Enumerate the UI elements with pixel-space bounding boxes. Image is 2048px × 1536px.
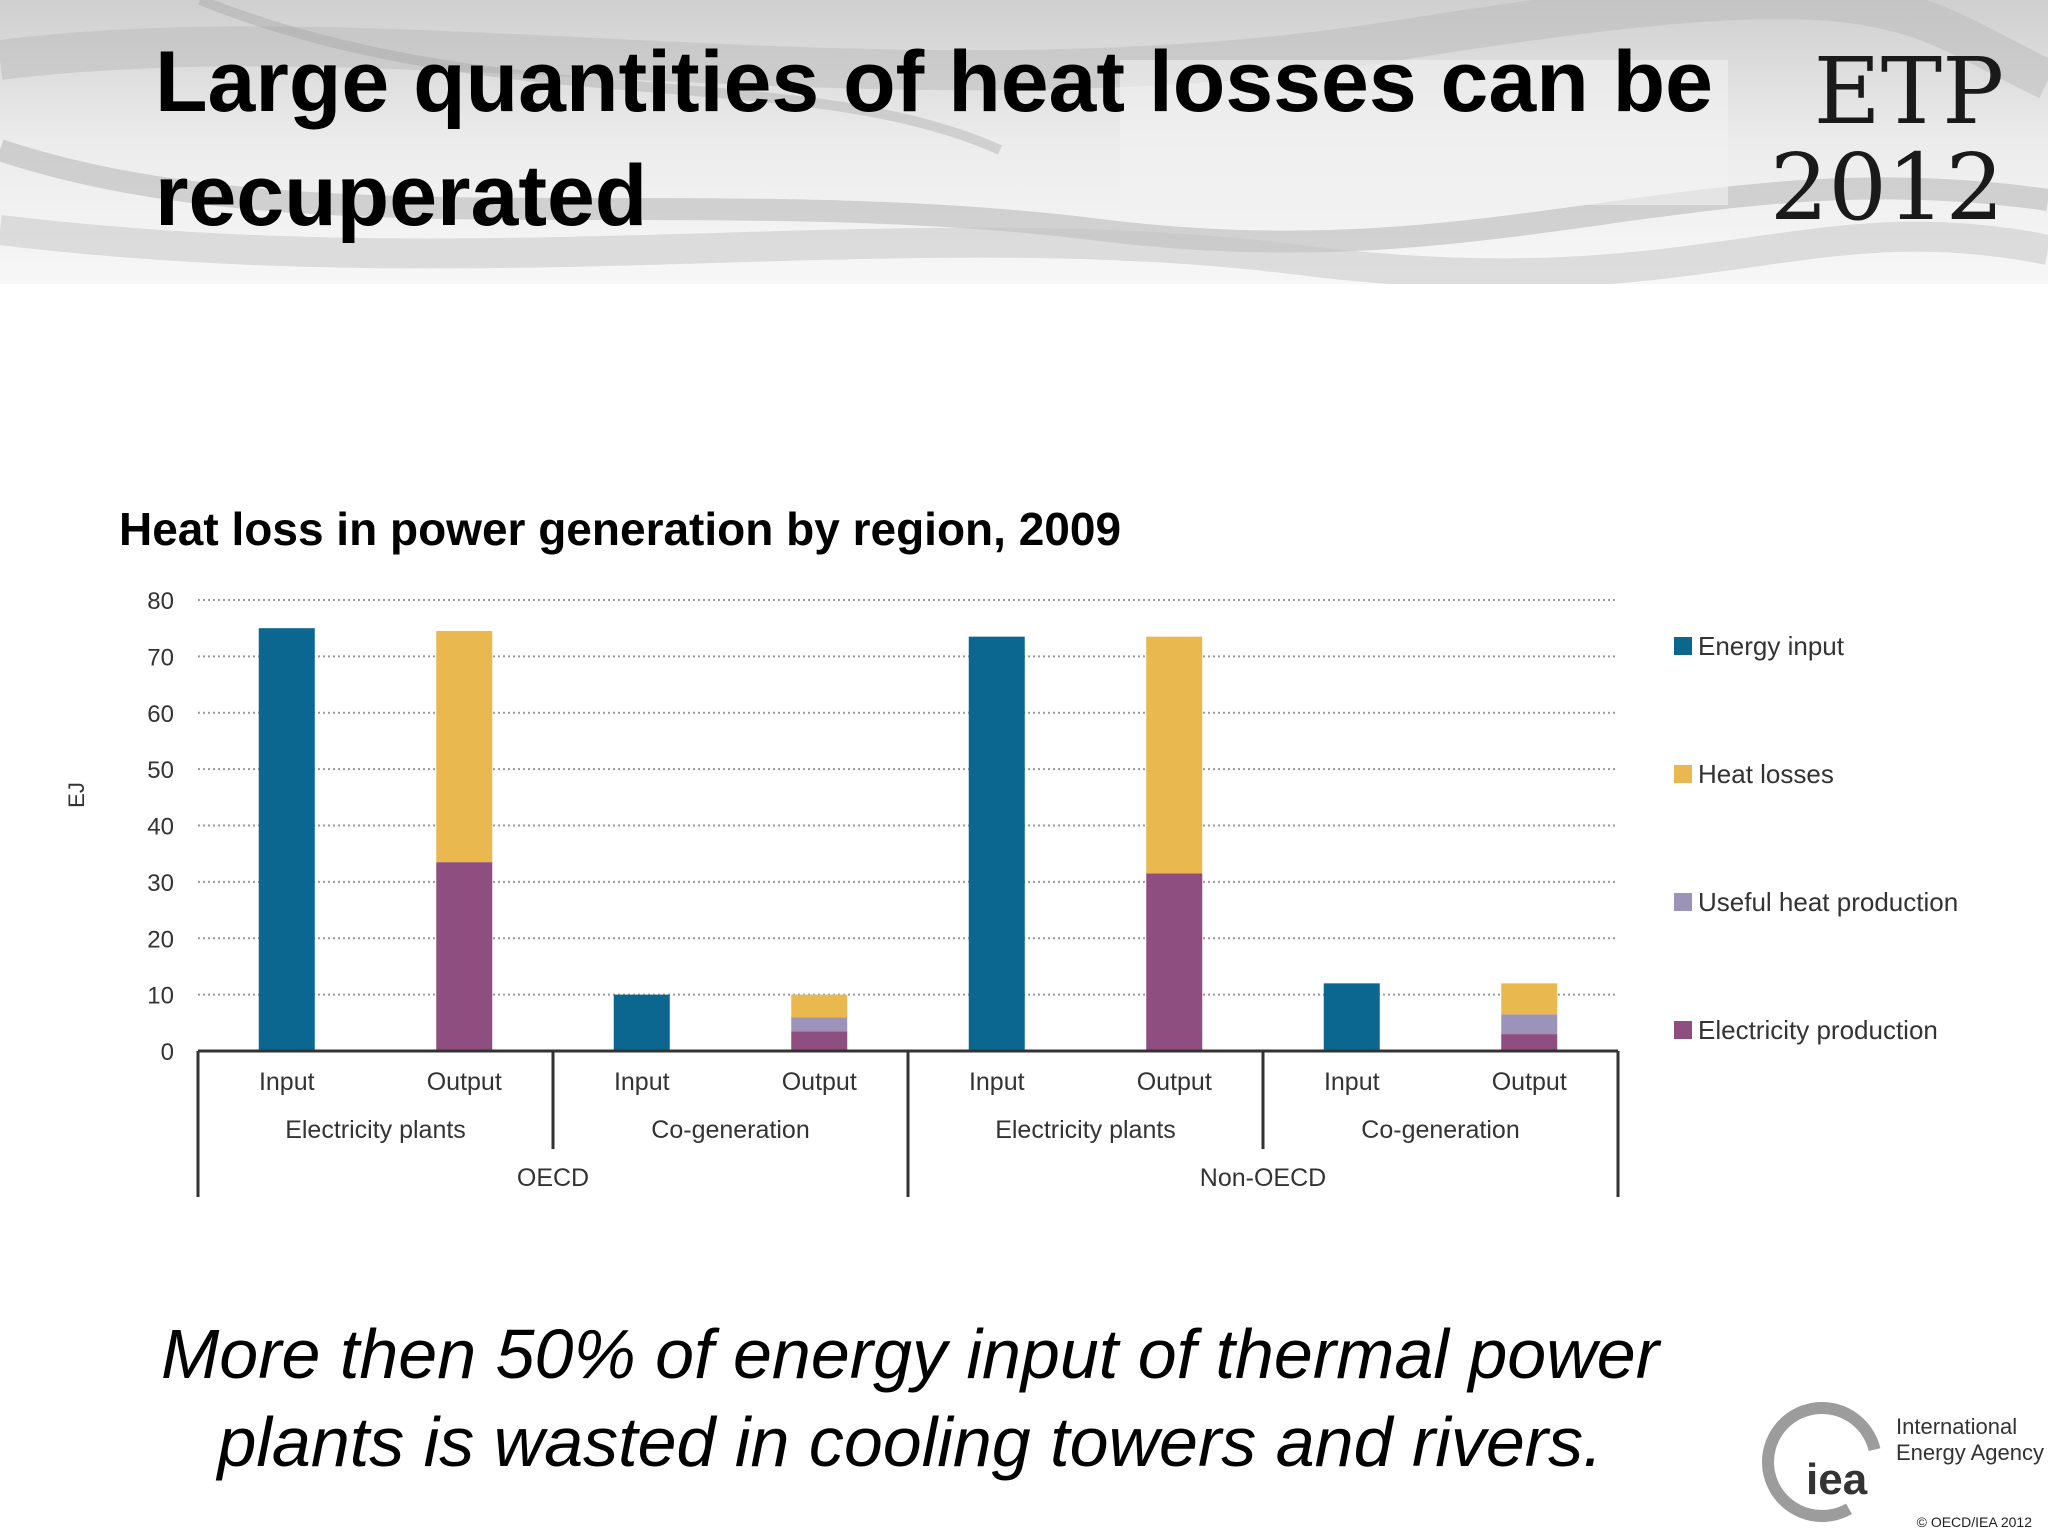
etp-2012-badge: ETP 2012 bbox=[1744, 44, 2004, 236]
bar-segment bbox=[258, 628, 315, 1051]
caption-line: plants is wasted in cooling towers and r… bbox=[217, 1403, 1603, 1481]
bar-segment bbox=[1501, 983, 1558, 1015]
y-tick-label: 0 bbox=[161, 1039, 174, 1066]
y-tick-label: 80 bbox=[147, 588, 174, 615]
group-label: Electricity plants bbox=[285, 1116, 466, 1144]
bar-segment bbox=[1501, 1034, 1558, 1051]
group-label: Co-generation bbox=[651, 1116, 809, 1144]
y-tick-label: 70 bbox=[147, 644, 174, 671]
header-banner bbox=[0, 0, 2048, 284]
bar-segment bbox=[791, 1031, 848, 1051]
y-tick-label: 20 bbox=[147, 926, 174, 953]
bar-segment bbox=[791, 994, 848, 1018]
logo-ring-icon bbox=[1761, 1402, 1882, 1522]
slide-caption: More then 50% of energy input of thermal… bbox=[130, 1310, 1690, 1486]
x-tick-label: Output bbox=[427, 1068, 502, 1096]
legend-label: Useful heat production bbox=[1698, 887, 1958, 917]
y-tick-label: 50 bbox=[147, 757, 174, 784]
bar-segment bbox=[1501, 1014, 1558, 1035]
group-label: Electricity plants bbox=[995, 1116, 1176, 1144]
region-label: OECD bbox=[517, 1164, 589, 1192]
x-tick-label: Output bbox=[1137, 1068, 1212, 1096]
x-tick-label: Input bbox=[259, 1068, 315, 1096]
region-label: Non-OECD bbox=[1200, 1164, 1326, 1192]
logo-name-line: Energy Agency bbox=[1896, 1440, 2044, 1465]
copyright: © OECD/IEA 2012 bbox=[1916, 1514, 2032, 1530]
bar-segment bbox=[436, 631, 493, 863]
bar-segment bbox=[968, 636, 1025, 1051]
x-tick-label: Input bbox=[614, 1068, 670, 1096]
bar-segment bbox=[436, 862, 493, 1051]
x-tick-label: Output bbox=[782, 1068, 857, 1096]
logo-mark: iea bbox=[1806, 1455, 1868, 1504]
x-tick-label: Input bbox=[969, 1068, 1025, 1096]
iea-logo: iea International Energy Agency bbox=[1761, 1402, 2044, 1522]
bar-segment bbox=[1146, 636, 1203, 874]
bar-segment bbox=[1323, 983, 1380, 1051]
caption-line: More then 50% of energy input of thermal… bbox=[160, 1315, 1660, 1393]
legend-swatch bbox=[1674, 637, 1692, 655]
legend-swatch bbox=[1674, 1021, 1692, 1039]
y-tick-label: 10 bbox=[147, 983, 174, 1010]
slide-title: Large quantities of heat losses can be r… bbox=[155, 34, 1713, 244]
chart-title: Heat loss in power generation by region,… bbox=[119, 503, 1122, 555]
badge-line-etp: ETP bbox=[1813, 38, 2004, 145]
legend-label: Energy input bbox=[1698, 631, 1845, 661]
legend-label: Electricity production bbox=[1698, 1015, 1938, 1045]
y-axis-label: EJ bbox=[64, 782, 89, 808]
y-tick-label: 30 bbox=[147, 870, 174, 897]
y-tick-label: 60 bbox=[147, 701, 174, 728]
bar-segment bbox=[1146, 873, 1203, 1051]
legend-swatch bbox=[1674, 765, 1692, 783]
bar-segment bbox=[791, 1017, 848, 1032]
x-tick-label: Input bbox=[1324, 1068, 1380, 1096]
x-tick-label: Output bbox=[1492, 1068, 1567, 1096]
bar-segment bbox=[613, 994, 670, 1051]
legend-swatch bbox=[1674, 893, 1692, 911]
group-label: Co-generation bbox=[1361, 1116, 1519, 1144]
legend-label: Heat losses bbox=[1698, 759, 1834, 789]
y-tick-label: 40 bbox=[147, 814, 174, 841]
heat-loss-chart: 0 10 20 30 40 50 60 70 80 EJ Input Output Input Outpu… bbox=[64, 588, 1958, 1197]
logo-name-line: International bbox=[1896, 1414, 2017, 1439]
badge-line-year: 2012 bbox=[1769, 134, 2004, 241]
